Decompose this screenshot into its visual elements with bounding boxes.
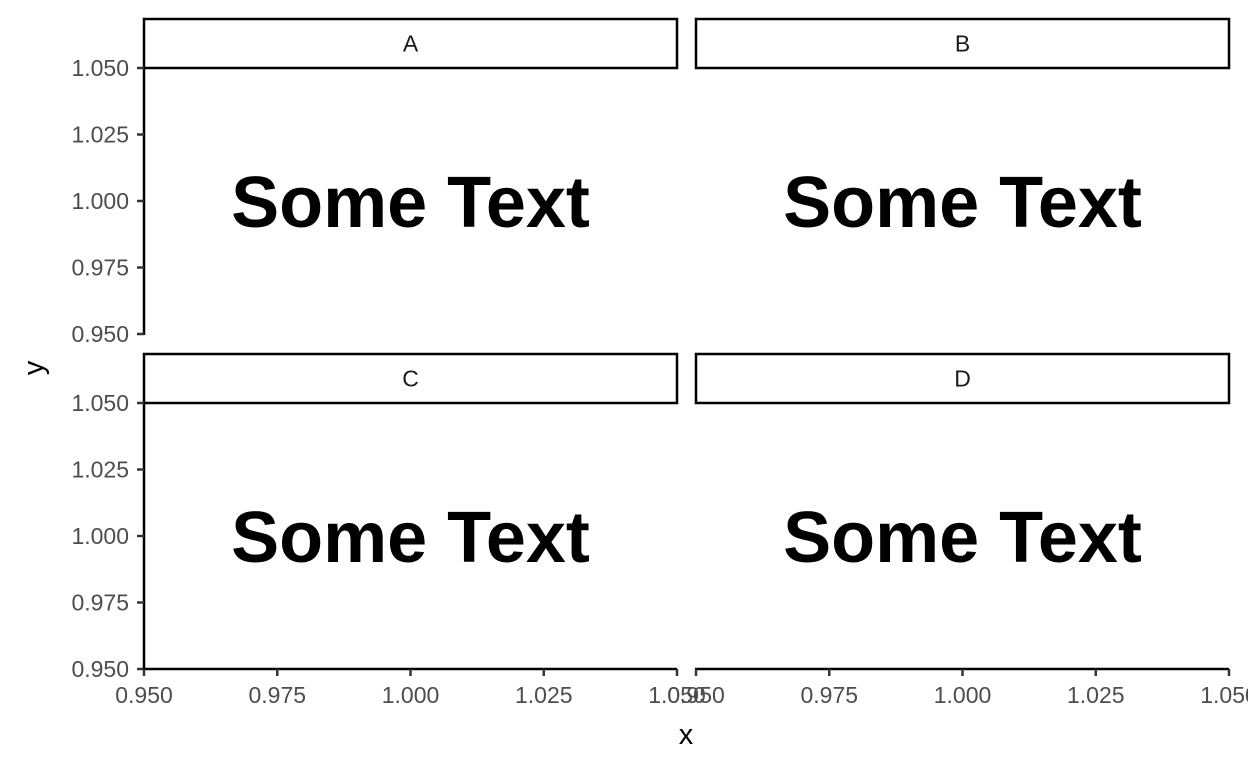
facet-strip-label-b: B [955,31,970,57]
y-tick-label-a: 1.000 [71,188,129,214]
facet-strip-label-a: A [403,31,419,57]
y-tick-label-a: 0.975 [71,255,129,281]
y-tick-label-c: 0.950 [71,656,129,682]
y-tick-label-c: 0.975 [71,590,129,616]
text-mark-a: Some Text [231,163,590,243]
x-tick-label-d: 1.000 [934,682,992,708]
x-tick-label-c: 1.025 [515,682,573,708]
x-tick-label-d: 0.950 [667,682,725,708]
y-tick-label-a: 1.025 [71,122,129,148]
y-tick-label-a: 1.050 [71,55,129,81]
y-tick-label-c: 1.000 [71,523,129,549]
y-tick-label-c: 1.025 [71,457,129,483]
x-tick-label-c: 1.000 [382,682,440,708]
facet-panels: A Some Text 0.950 0.975 1.000 1.025 1.050 B Some… [71,19,1248,708]
text-mark-d: Some Text [783,498,1142,578]
x-tick-label-c: 0.975 [248,682,306,708]
x-axis-title: x [679,719,694,751]
y-tick-label-c: 1.050 [71,390,129,416]
x-tick-label-d: 0.975 [800,682,858,708]
x-tick-label-d: 1.050 [1200,682,1248,708]
y-axis-title: y [18,360,50,375]
facet-strip-label-c: C [402,366,419,392]
facet-strip-label-d: D [954,366,971,392]
x-tick-label-c: 0.950 [115,682,173,708]
y-tick-label-a: 0.950 [71,321,129,347]
x-tick-label-d: 1.025 [1067,682,1125,708]
text-mark-c: Some Text [231,498,590,578]
text-mark-b: Some Text [783,163,1142,243]
